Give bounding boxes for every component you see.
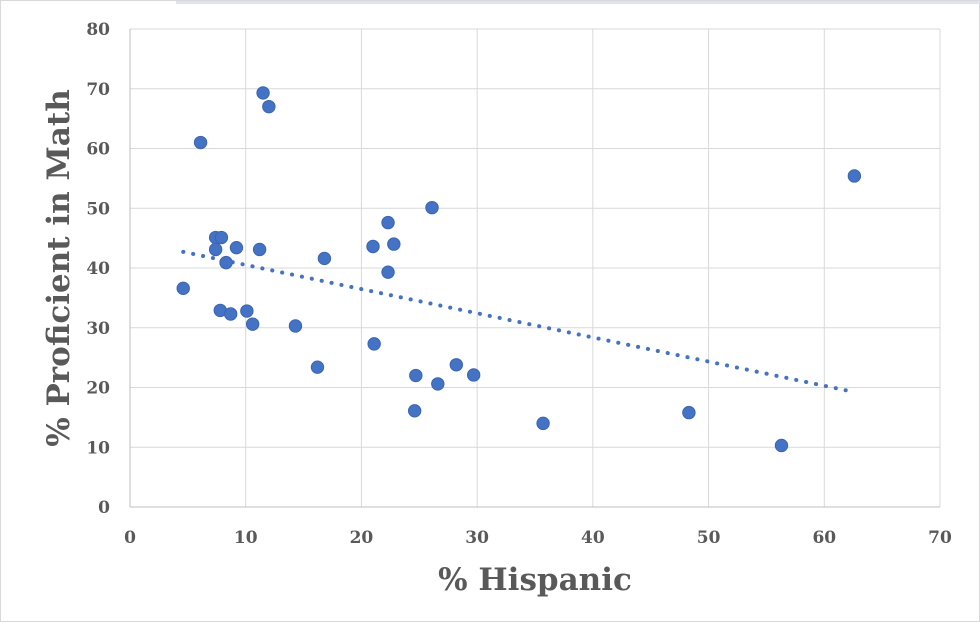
data-point [240,304,254,318]
data-point [682,405,696,420]
data-point [310,360,325,374]
data-point [774,438,789,453]
data-point [425,200,439,215]
data-point [366,239,380,254]
y-tick-label: 10 [86,438,110,458]
data-point [317,251,332,266]
x-tick-label: 0 [124,528,136,548]
data-point [193,135,208,150]
grid-lines [130,28,941,507]
top-accent-bar [176,1,980,4]
x-tick-label: 40 [581,528,605,548]
y-tick-label: 80 [86,20,110,40]
axes [129,29,940,508]
trendline [181,249,852,394]
data-point [262,99,276,114]
x-tick-label: 30 [465,528,489,548]
x-axis-title: % Hispanic [438,562,632,598]
data-point [229,240,244,255]
x-tick-label: 70 [928,528,952,548]
x-tick-labels: 0 10 20 30 40 50 60 70 [124,528,952,548]
data-point [288,319,303,333]
data-point [381,265,395,279]
data-point [219,255,233,270]
y-tick-label: 70 [86,80,110,100]
data-point [223,307,238,321]
data-point [245,317,260,331]
x-tick-label: 10 [234,528,258,548]
y-tick-label: 30 [86,319,110,339]
y-tick-label: 60 [86,140,110,160]
data-point [847,169,862,183]
data-point [536,416,550,431]
data-point [387,237,401,251]
data-point [214,230,229,245]
y-axis-title: % Proficient in Math [41,89,77,447]
data-point [176,281,190,296]
x-tick-label: 50 [697,528,721,548]
data-point [466,368,481,382]
data-point [409,368,423,383]
data-point [208,242,223,257]
trendline-dotted [181,249,852,394]
x-tick-label: 60 [812,528,836,548]
y-tick-label: 50 [86,199,110,219]
x-tick-label: 20 [350,528,374,548]
data-point [252,242,267,257]
y-tick-label: 0 [98,498,110,518]
data-point [407,404,422,418]
y-tick-labels: 0 10 20 30 40 50 60 70 80 [86,20,110,518]
y-tick-label: 40 [86,259,110,279]
data-point [256,86,270,100]
data-point [367,337,381,351]
data-point [381,215,395,230]
data-point [431,377,445,391]
data-points [176,86,862,453]
y-tick-label: 20 [86,379,110,399]
data-point [449,358,464,372]
